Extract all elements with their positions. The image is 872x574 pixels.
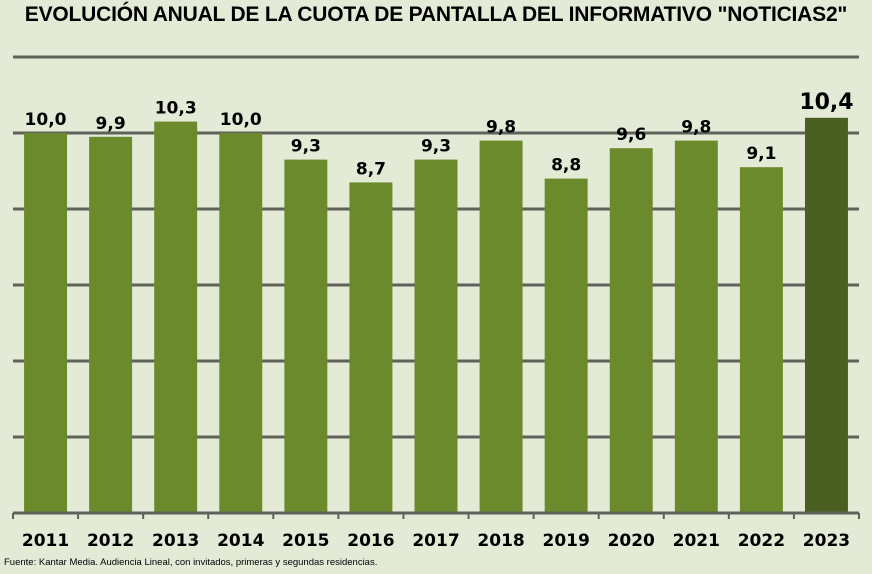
bar (804, 117, 848, 514)
data-label: 9,6 (616, 125, 646, 145)
data-label: 9,3 (291, 137, 321, 157)
bar (349, 182, 393, 513)
data-label: 9,8 (486, 118, 516, 138)
bar (284, 159, 328, 513)
bar (739, 167, 783, 513)
source-note: Fuente: Kantar Media. Audiencia Lineal, … (4, 557, 378, 568)
data-label: 9,9 (96, 114, 126, 134)
x-tick-label: 2017 (412, 531, 459, 551)
bar (479, 140, 523, 513)
x-tick-label: 2021 (673, 531, 720, 551)
bar (154, 121, 198, 513)
x-tick-label: 2016 (347, 531, 394, 551)
data-label: 8,7 (356, 159, 386, 179)
data-label: 9,8 (681, 118, 711, 138)
data-label: 9,1 (746, 144, 776, 164)
data-label: 8,8 (551, 156, 581, 176)
x-tick-label: 2018 (477, 531, 524, 551)
x-tick-label: 2015 (282, 531, 329, 551)
bar (414, 159, 458, 513)
bar (609, 148, 653, 513)
x-tick-label: 2022 (738, 531, 785, 551)
bar (89, 136, 133, 514)
chart-title: EVOLUCIÓN ANUAL DE LA CUOTA DE PANTALLA … (24, 3, 848, 26)
data-label: 10,0 (220, 110, 262, 130)
bar (24, 133, 68, 513)
bar (544, 178, 588, 513)
data-label: 10,4 (799, 90, 853, 115)
x-tick-label: 2013 (152, 531, 199, 551)
x-tick-label: 2014 (217, 531, 264, 551)
x-tick-label: 2020 (608, 531, 655, 551)
data-label: 10,0 (25, 110, 67, 130)
x-tick-label: 2012 (87, 531, 134, 551)
bar (674, 140, 718, 513)
bar (219, 133, 263, 513)
data-label: 9,3 (421, 137, 451, 157)
x-tick-label: 2011 (22, 531, 69, 551)
x-tick-label: 2019 (542, 531, 589, 551)
x-tick-label: 2023 (803, 531, 850, 551)
data-label: 10,3 (155, 99, 197, 119)
